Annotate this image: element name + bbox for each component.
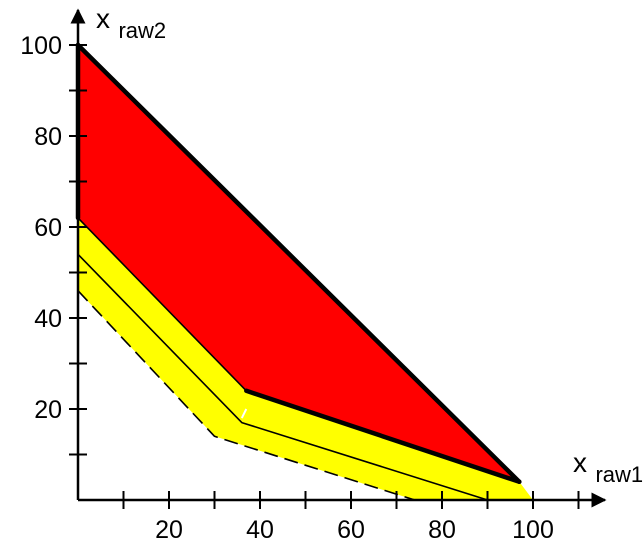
axes <box>70 8 607 508</box>
y-tick-label: 60 <box>34 214 62 242</box>
y-tick-label: 100 <box>20 32 62 60</box>
y-tick-label: 40 <box>34 305 62 333</box>
x-tick-label: 60 <box>337 516 365 544</box>
x-tick-label: 80 <box>428 516 456 544</box>
markers <box>240 408 248 419</box>
series-line-2 <box>244 388 522 485</box>
y-tick-label: 20 <box>34 396 62 424</box>
y-axis-title: x raw2 <box>96 3 166 43</box>
x-tick-label: 20 <box>155 516 183 544</box>
x-tick-label: 40 <box>246 516 274 544</box>
marker-0 <box>240 408 248 419</box>
series-line-4 <box>77 253 489 501</box>
x-axis-title: x raw1 <box>573 447 643 487</box>
series-line-5 <box>77 290 415 501</box>
y-tick-label: 80 <box>34 123 62 151</box>
y-axis-title-main: x <box>96 3 110 34</box>
x-tick-label: 100 <box>512 516 554 544</box>
x-axis-title-main: x <box>573 447 587 478</box>
x-axis-title-sub: raw1 <box>595 462 643 487</box>
series-line-3 <box>77 217 248 392</box>
ticks: 20 40 60 80 100 20 40 60 80 100 <box>20 32 580 544</box>
series-line-0 <box>75 42 522 485</box>
y-axis-title-sub: raw2 <box>118 18 166 43</box>
